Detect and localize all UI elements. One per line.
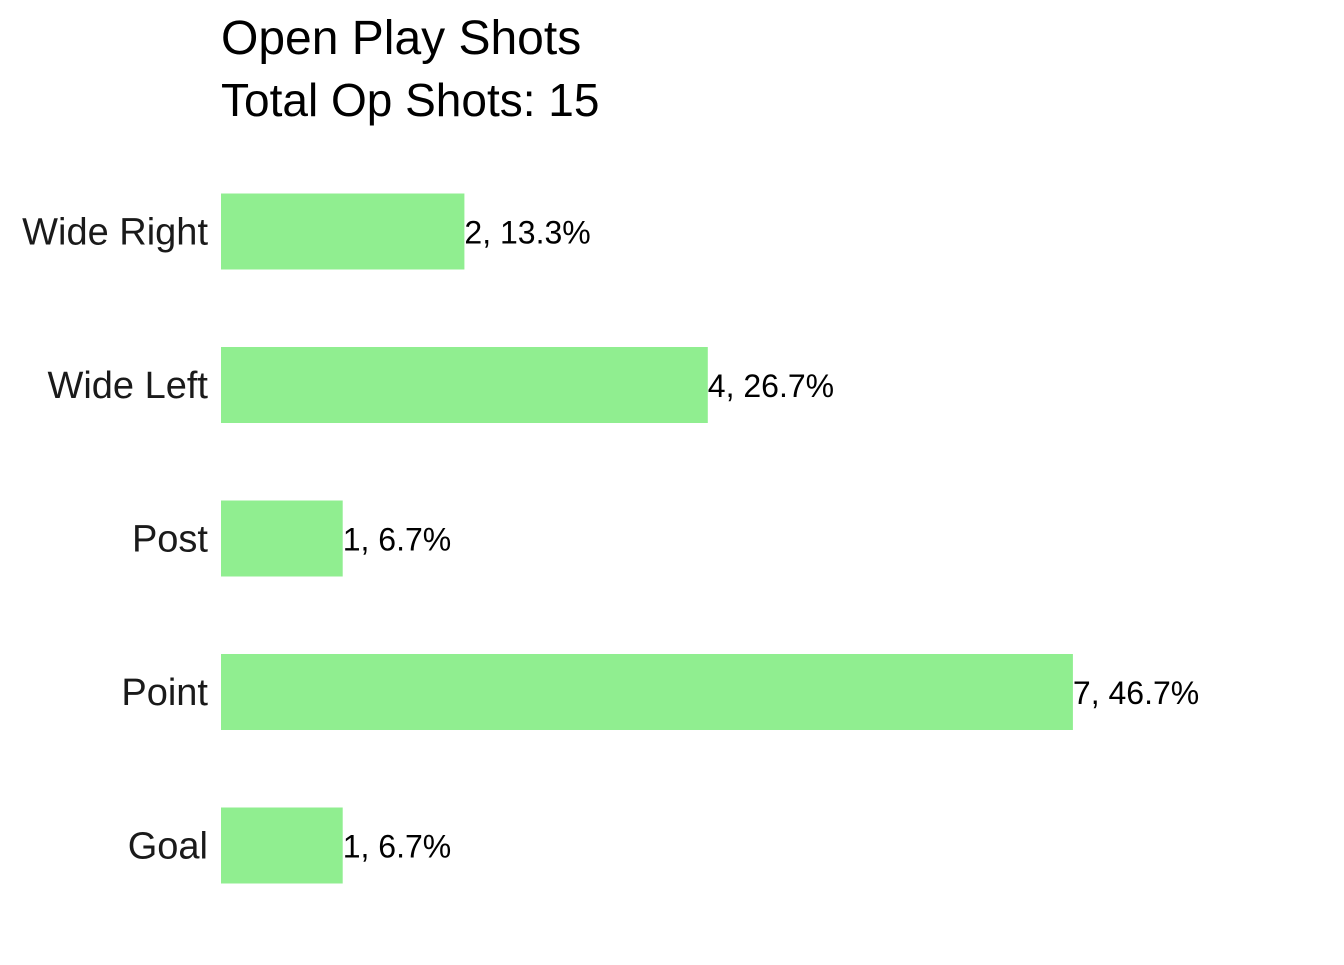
bar-group-point: Point 7, 46.7% — [121, 654, 1199, 730]
value-label: 4, 26.7% — [708, 368, 834, 404]
category-label: Wide Right — [22, 212, 208, 254]
bar-group-wide-left: Wide Left 4, 26.7% — [47, 347, 834, 423]
bar — [221, 193, 465, 270]
chart-title: Open Play Shots — [221, 12, 581, 65]
value-label: 2, 13.3% — [464, 215, 590, 251]
category-label: Point — [121, 672, 208, 714]
bar — [221, 654, 1073, 730]
value-label: 1, 6.7% — [343, 522, 452, 558]
category-label: Goal — [128, 826, 208, 868]
category-label: Wide Left — [47, 365, 208, 407]
bar — [221, 500, 343, 577]
bar-group-wide-right: Wide Right 2, 13.3% — [22, 193, 591, 270]
bars-layer: Wide Right 2, 13.3% Wide Left 4, 26.7% Post 1… — [22, 193, 1199, 884]
bar — [221, 807, 343, 884]
bar — [221, 347, 708, 423]
category-label: Post — [132, 519, 208, 561]
chart-subtitle: Total Op Shots: 15 — [221, 74, 599, 126]
value-label: 1, 6.7% — [343, 829, 452, 865]
bar-group-goal: Goal 1, 6.7% — [128, 807, 452, 884]
value-label: 7, 46.7% — [1073, 675, 1199, 711]
bar-group-post: Post 1, 6.7% — [132, 500, 452, 577]
